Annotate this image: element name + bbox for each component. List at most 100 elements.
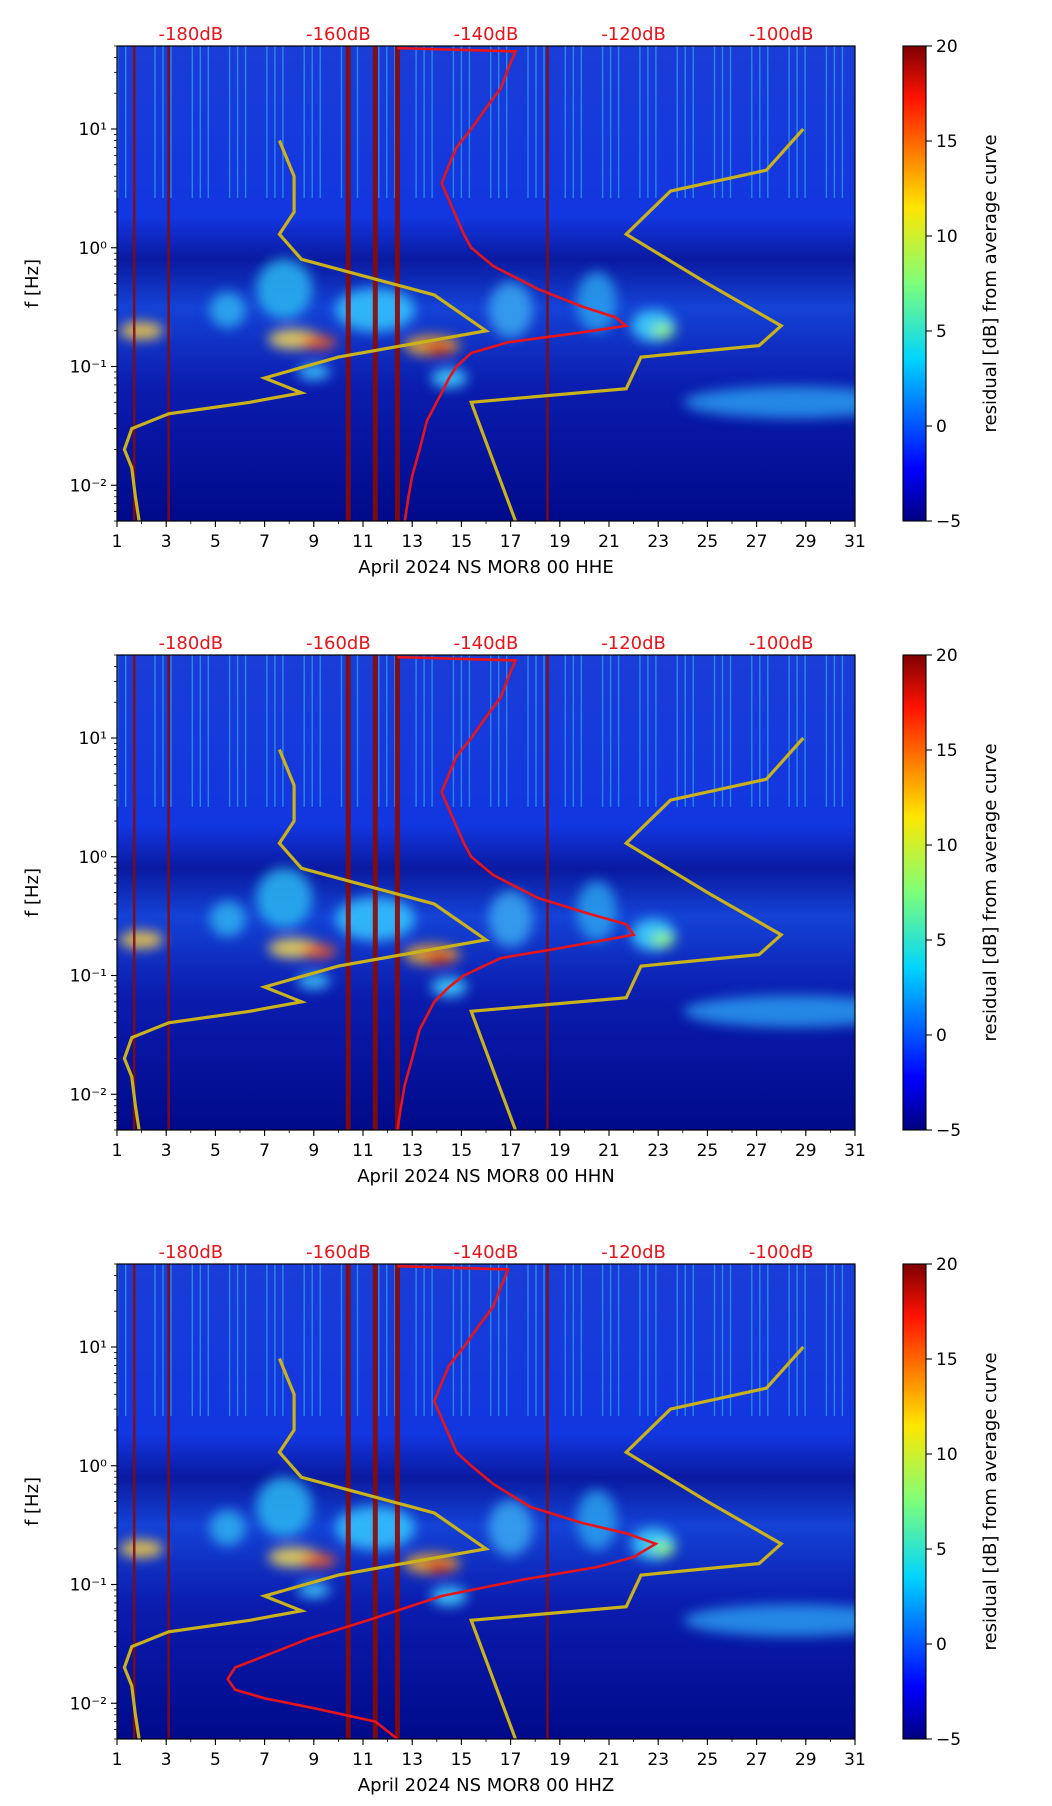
x-tick-label: 21 [598,532,620,552]
x-tick-label: 13 [401,1750,423,1770]
x-tick-label: 23 [647,1141,669,1161]
x-tick-label: 3 [161,1141,172,1161]
panel-hhe: 1 3 5 7 9 11 13 15 17 19 21 23 25 27 29 3110¹10⁰10⁻¹10⁻… [22,24,1001,578]
db-tick-label: -120dB [601,24,666,45]
x-tick-label: 7 [259,1750,270,1770]
envelope-right-line [468,127,805,521]
colorbar-tick-label: 5 [936,322,947,342]
x-tick-label: 17 [500,1750,522,1770]
x-tick-label: 29 [795,1750,817,1770]
x-tick-label: 15 [451,532,473,552]
colorbar-label: residual [dB] from average curve [980,134,1001,432]
x-tick-label: 15 [451,1750,473,1770]
y-tick-label: 10⁻² [70,1085,107,1105]
db-tick-label: -160dB [306,633,371,654]
colorbar: 20 15 10 5 0 −5 residual [dB] from average cur… [902,1255,1001,1750]
colorbar-tick-label: 5 [936,931,947,951]
x-tick-label: 19 [549,532,571,552]
x-tick-label: 21 [598,1141,620,1161]
db-tick-label: -140dB [454,1242,519,1263]
colorbar-label: residual [dB] from average curve [980,1352,1001,1650]
db-tick-label: -180dB [158,24,223,45]
db-tick-label: -160dB [306,1242,371,1263]
x-tick-label: 17 [500,532,522,552]
x-tick-label: 9 [308,1141,319,1161]
x-tick-label: 25 [697,1750,719,1770]
colorbar-tick-label: 10 [936,1445,958,1465]
db-tick-label: -160dB [306,24,371,45]
panel-hhz: 1 3 5 7 9 11 13 15 17 19 21 23 25 27 29 3110¹10⁰10⁻¹10⁻… [22,1242,1001,1796]
x-tick-label: 9 [308,1750,319,1770]
y-axis-label: f [Hz] [22,259,43,308]
x-tick-label: 27 [746,1750,768,1770]
colorbar-tick-label: 15 [936,132,958,152]
x-tick-label: 23 [647,532,669,552]
x-tick-label: 27 [746,532,768,552]
db-tick-label: -120dB [601,1242,666,1263]
db-tick-label: -180dB [158,633,223,654]
colorbar-tick-label: 20 [936,1255,958,1275]
db-tick-label: -100dB [749,24,814,45]
envelope-left-line [122,748,491,1130]
colorbar-tick-label: 10 [936,227,958,247]
x-tick-label: 5 [210,1141,221,1161]
x-tick-label: 3 [161,1750,172,1770]
y-tick-label: 10⁰ [79,239,108,259]
spectrogram-background [117,655,855,1130]
x-tick-label: 13 [401,1141,423,1161]
y-tick-label: 10¹ [79,1338,107,1358]
x-tick-label: 9 [308,532,319,552]
panel-hhn: 1 3 5 7 9 11 13 15 17 19 21 23 25 27 29 3110¹10⁰10⁻¹10⁻… [22,633,1001,1187]
colorbar-tick-label: −5 [936,1121,961,1141]
colorbar-gradient [902,654,927,1131]
spectrogram-area [117,46,855,521]
spectrogram-background [117,1264,855,1739]
x-tick-label: 25 [697,532,719,552]
spectrogram-area [117,655,855,1130]
colorbar-tick-label: 10 [936,836,958,856]
colorbar-tick-label: 20 [936,37,958,57]
colorbar-tick-label: 0 [936,417,947,437]
y-tick-label: 10⁰ [79,1457,108,1477]
spectrogram-area [117,1264,855,1739]
x-axis-label: April 2024 NS MOR8 00 HHE [358,557,613,578]
db-tick-label: -100dB [749,1242,814,1263]
colorbar: 20 15 10 5 0 −5 residual [dB] from average cur… [902,646,1001,1141]
x-tick-label: 31 [844,532,866,552]
colorbar-tick-label: 0 [936,1635,947,1655]
y-axis-label: f [Hz] [22,1477,43,1526]
y-tick-label: 10⁰ [79,848,108,868]
x-axis-label: April 2024 NS MOR8 00 HHZ [358,1775,614,1796]
envelope-left-line [122,139,491,521]
db-tick-label: -140dB [454,24,519,45]
x-tick-label: 5 [210,1750,221,1770]
colorbar-gradient [902,1263,927,1740]
x-tick-label: 1 [112,1750,123,1770]
median-power-line [226,1264,659,1739]
colorbar: 20 15 10 5 0 −5 residual [dB] from average cur… [902,37,1001,532]
colorbar-label: residual [dB] from average curve [980,743,1001,1041]
colorbar-tick-label: 15 [936,1350,958,1370]
x-tick-label: 11 [352,1141,374,1161]
x-tick-label: 1 [112,532,123,552]
colorbar-tick-label: 20 [936,646,958,666]
x-tick-label: 13 [401,532,423,552]
x-tick-label: 7 [259,1141,270,1161]
x-tick-label: 23 [647,1750,669,1770]
db-tick-label: -100dB [749,633,814,654]
colorbar-tick-label: −5 [936,1730,961,1750]
colorbar-tick-label: −5 [936,512,961,532]
y-axis-label: f [Hz] [22,868,43,917]
x-tick-label: 21 [598,1750,620,1770]
spectrogram-background [117,46,855,521]
x-tick-label: 3 [161,532,172,552]
x-tick-label: 19 [549,1141,571,1161]
y-tick-label: 10⁻² [70,1694,107,1714]
x-tick-label: 1 [112,1141,123,1161]
colorbar-tick-label: 0 [936,1026,947,1046]
x-tick-label: 5 [210,532,221,552]
x-tick-label: 29 [795,1141,817,1161]
microseism-energy [119,1476,855,1637]
envelope-right-line [468,1345,805,1739]
median-power-line [396,655,636,1130]
